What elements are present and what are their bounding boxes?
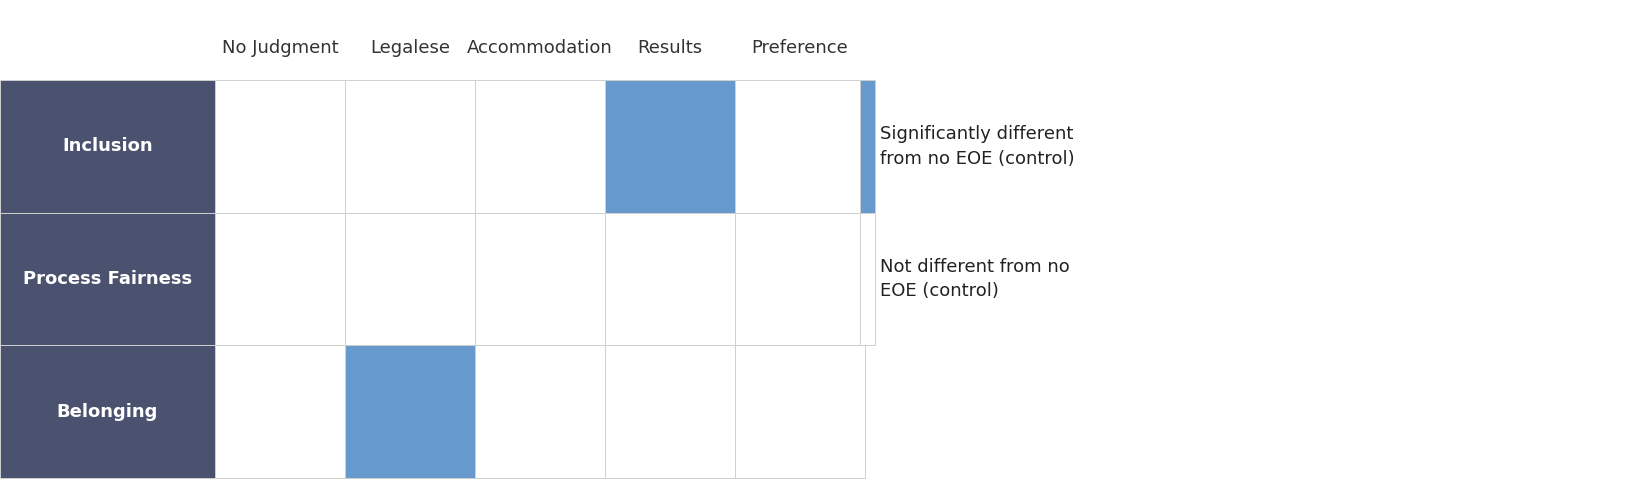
Text: Accommodation: Accommodation: [467, 39, 612, 57]
Text: Results: Results: [637, 39, 703, 57]
Text: Inclusion: Inclusion: [63, 137, 153, 155]
Bar: [346, 80, 476, 213]
Text: Process Fairness: Process Fairness: [23, 270, 193, 288]
Bar: [606, 80, 736, 213]
Text: Belonging: Belonging: [58, 403, 158, 421]
Bar: [859, 80, 876, 213]
Bar: [216, 213, 346, 346]
Text: No Judgment: No Judgment: [222, 39, 339, 57]
Bar: [736, 80, 866, 213]
Bar: [476, 80, 606, 213]
Bar: [476, 213, 606, 346]
Bar: [606, 346, 736, 478]
Text: Preference: Preference: [752, 39, 848, 57]
Bar: [0, 80, 216, 213]
Bar: [606, 213, 736, 346]
Bar: [0, 346, 216, 478]
Bar: [859, 213, 876, 346]
Bar: [736, 346, 866, 478]
Text: Not different from no
EOE (control): Not different from no EOE (control): [881, 258, 1070, 301]
Bar: [0, 213, 216, 346]
Bar: [346, 213, 476, 346]
Text: Significantly different
from no EOE (control): Significantly different from no EOE (con…: [881, 125, 1075, 168]
Bar: [216, 80, 346, 213]
Text: Legalese: Legalese: [370, 39, 449, 57]
Bar: [216, 346, 346, 478]
Bar: [736, 213, 866, 346]
Bar: [346, 346, 476, 478]
Bar: [476, 346, 606, 478]
